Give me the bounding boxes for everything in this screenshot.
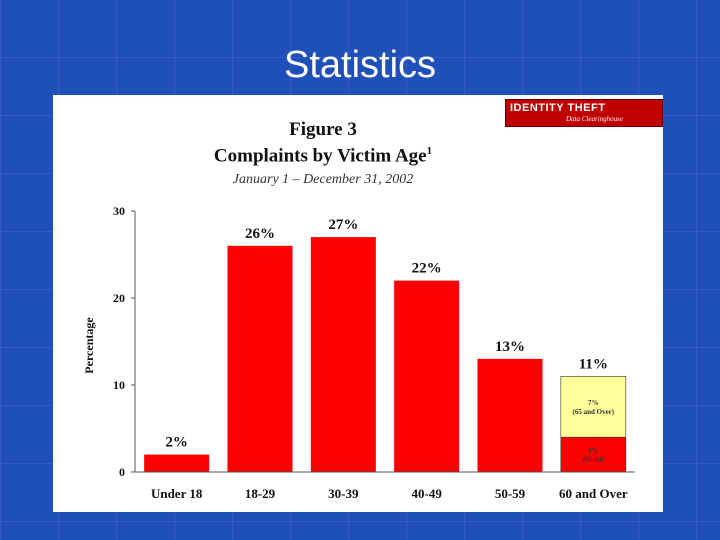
- bar-value-label: 26%: [245, 226, 275, 242]
- figure-subtitle-text: Complaints by Victim Age: [213, 145, 427, 167]
- bar-value-label: 22%: [412, 261, 442, 277]
- segment-range-label: (60-64): [583, 456, 605, 464]
- category-label: 30-39: [328, 486, 359, 501]
- category-label: Under 18: [151, 486, 203, 501]
- category-label: 50-59: [495, 486, 526, 501]
- y-tick-label: 20: [113, 291, 125, 305]
- figure-date-range: January 1 – December 31, 2002: [232, 172, 414, 187]
- category-label: 60 and Over: [559, 486, 628, 501]
- bar-segment: [560, 375, 627, 438]
- bar: [310, 237, 376, 472]
- segment-value-label: 4%: [588, 447, 599, 455]
- bar-chart: 2% Under 18 26% 18-29 27% 30-39 22% 40-49 13% 50-…: [82, 204, 635, 501]
- segment-value-label: 7%: [588, 399, 599, 407]
- figure-number: Figure 3: [289, 119, 357, 140]
- bar: [144, 454, 210, 472]
- bar-value-label: 11%: [579, 356, 608, 372]
- bar: [394, 280, 460, 472]
- chart-panel: IDENTITY THEFT Data Clearinghouse Figure…: [53, 95, 663, 512]
- figure-subtitle: Complaints by Victim Age1: [53, 145, 593, 167]
- bars-group: 2% Under 18 26% 18-29 27% 30-39 22% 40-49 13% 50-…: [144, 217, 628, 501]
- y-tick-label: 0: [119, 465, 125, 479]
- figure-footnote-mark: 1: [426, 145, 433, 157]
- y-axis-label: Percentage: [82, 317, 96, 374]
- bar-value-label: 2%: [165, 435, 188, 451]
- identity-theft-logo: IDENTITY THEFT Data Clearinghouse: [505, 99, 663, 127]
- slide-title: Statistics: [283, 44, 437, 86]
- logo-subtext: Data Clearinghouse: [566, 115, 623, 123]
- category-label: 40-49: [411, 486, 442, 501]
- category-label: 18-29: [245, 486, 276, 501]
- bar: [227, 245, 293, 472]
- bar: [477, 358, 543, 472]
- bar-value-label: 13%: [495, 339, 525, 355]
- y-tick-label: 10: [113, 378, 125, 392]
- bar-segment: [560, 436, 627, 473]
- bar-value-label: 27%: [328, 217, 358, 233]
- logo-text: IDENTITY THEFT: [510, 102, 606, 114]
- segment-range-label: (65 and Over): [573, 408, 615, 416]
- y-tick-label: 30: [113, 204, 125, 218]
